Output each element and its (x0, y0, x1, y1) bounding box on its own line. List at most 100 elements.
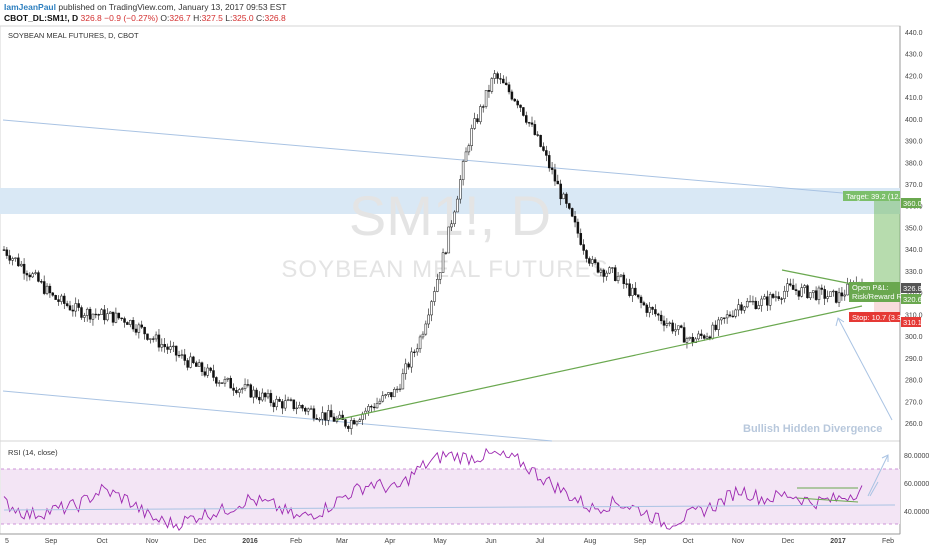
open-pl-box[interactable] (849, 282, 900, 302)
candle-body (809, 292, 812, 299)
watermark-name: SOYBEAN MEAL FUTURES (281, 256, 608, 283)
candle-body (625, 283, 628, 285)
candle-body (11, 258, 14, 261)
channel-upper-trendline[interactable] (2, 119, 901, 199)
candle-body (177, 354, 181, 357)
candle-body (657, 313, 660, 316)
candle-body (691, 336, 694, 343)
candle-body (200, 362, 204, 372)
candle-body (355, 421, 359, 425)
candle-body (174, 345, 178, 356)
candle-body (57, 299, 60, 302)
candle-body (17, 257, 20, 267)
candle-body (789, 283, 792, 286)
candle-body (283, 400, 287, 409)
candle-body (349, 420, 353, 429)
channel-lower-trendline[interactable] (2, 390, 553, 442)
candle-body (154, 334, 158, 340)
candle-body (588, 258, 591, 264)
candle-body (570, 208, 574, 217)
candle-body (344, 419, 347, 427)
candle-body (289, 399, 293, 401)
candle-body (126, 322, 129, 325)
candle-body (539, 134, 542, 147)
candle-body (166, 346, 169, 350)
candle-body (329, 410, 333, 418)
candle-body (565, 193, 568, 204)
candle-body (639, 296, 643, 303)
candle-body (358, 419, 362, 422)
candle-body (71, 309, 75, 312)
candle-body (685, 338, 689, 343)
candle-body (410, 351, 413, 368)
rsi-support-line[interactable] (3, 504, 896, 511)
candle-body (19, 263, 23, 267)
candle-body (232, 387, 235, 391)
candle-body (817, 287, 821, 300)
candle-body (430, 301, 433, 316)
time-tick-15: Nov (732, 538, 745, 545)
candle-body (573, 216, 577, 223)
candle-body (679, 325, 683, 328)
candle-body (450, 223, 453, 228)
rsi-support-green-line[interactable] (796, 497, 859, 503)
candle-body (608, 267, 611, 274)
candle-body (697, 333, 700, 340)
time-tick-7: Mar (336, 538, 349, 545)
candle-body (605, 272, 608, 277)
candle-body (203, 371, 207, 376)
candle-body (189, 356, 192, 368)
divergence-arrow[interactable] (837, 317, 893, 421)
candle-body (751, 300, 755, 303)
candle-body (800, 287, 803, 297)
risk-reward-label: Risk/Reward Ra (852, 292, 907, 301)
price-axis[interactable]: 260.0270.0280.0290.0300.0310.0320.0330.0… (905, 30, 923, 428)
candle-body (229, 377, 232, 389)
candle-body (622, 274, 626, 284)
close-label: C: (255, 13, 265, 23)
candle-body (496, 73, 499, 79)
rsi-tick-80: 80.0000 (904, 453, 929, 460)
candle-body (619, 274, 623, 277)
candle-body (499, 78, 502, 80)
rsi-line[interactable] (3, 447, 863, 532)
candle-body (628, 283, 631, 296)
support-trendline[interactable] (335, 305, 863, 421)
candle-body (309, 408, 313, 410)
candle-body (195, 362, 198, 367)
resistance-zone[interactable] (0, 188, 900, 214)
stop-tag[interactable] (849, 312, 900, 322)
candle-body (490, 78, 494, 92)
rsi-small-arrow (869, 481, 879, 497)
candle-body (832, 290, 835, 293)
target-zone[interactable] (874, 194, 900, 282)
publish-line: IamJeanPaul published on TradingView.com… (4, 2, 286, 12)
candle-body (720, 317, 723, 321)
candle-body (108, 311, 112, 315)
author-link[interactable]: IamJeanPaul (4, 2, 56, 12)
candle-body (763, 296, 766, 300)
symbol-label[interactable]: CBOT_DL:SM1!, D (4, 13, 79, 23)
candle-body (404, 363, 407, 374)
candle-body (717, 319, 720, 330)
high-label: H: (193, 13, 202, 23)
price-change: −0.9 (−0.27%) (104, 13, 159, 23)
candle-body (140, 324, 143, 328)
candlestick-series[interactable] (2, 69, 864, 435)
time-tick-14: Oct (683, 538, 694, 545)
candle-body (347, 426, 350, 429)
candle-body (777, 296, 781, 299)
price-tick-440: 440.0 (905, 30, 923, 37)
candle-body (645, 304, 649, 313)
candle-body (754, 300, 758, 310)
time-axis[interactable]: 5 Sep Oct Nov Dec 2016 Feb Mar Apr May Jun Jul Aug Se… (5, 538, 894, 545)
rsi-tick-40: 40.0000 (904, 509, 929, 516)
candle-body (545, 150, 548, 156)
candle-body (398, 388, 402, 390)
rsi-breakout-arrow[interactable] (867, 454, 889, 497)
candle-body (197, 362, 201, 367)
triangle-resistance-trendline[interactable] (781, 269, 863, 287)
target-tag[interactable] (843, 191, 900, 201)
candle-body (255, 389, 258, 398)
